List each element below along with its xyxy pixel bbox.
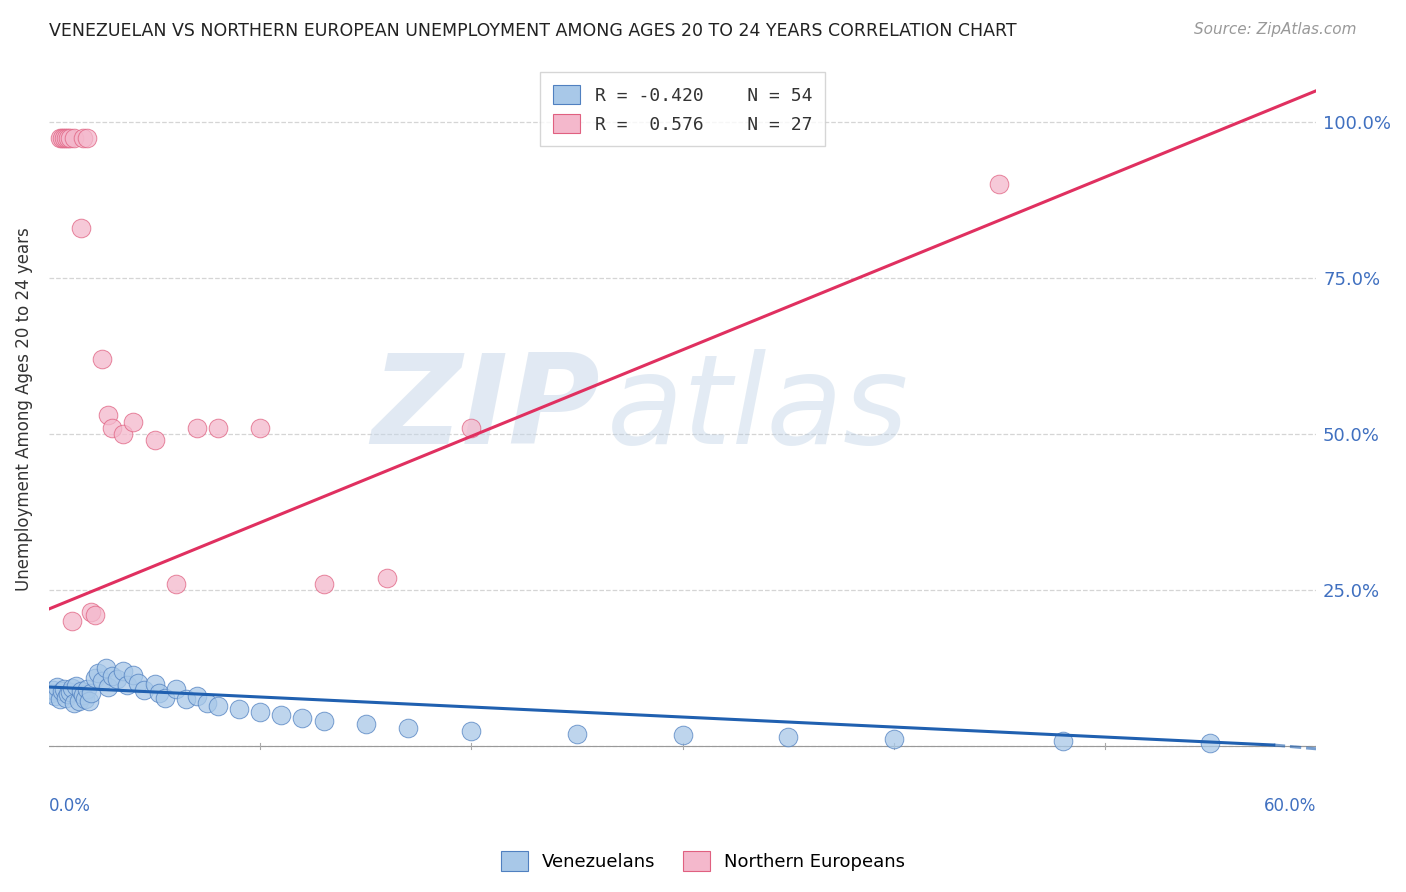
- Point: [122, 667, 145, 681]
- Point: [46, 680, 69, 694]
- Point: [291, 711, 314, 725]
- Point: [312, 577, 335, 591]
- Point: [80, 605, 103, 619]
- Point: [249, 421, 271, 435]
- Point: [148, 686, 170, 700]
- Point: [97, 680, 120, 694]
- Point: [90, 673, 112, 688]
- Point: [101, 421, 124, 435]
- Point: [460, 723, 482, 738]
- Point: [988, 178, 1011, 192]
- Point: [72, 688, 94, 702]
- Point: [86, 665, 108, 680]
- Point: [396, 721, 419, 735]
- Point: [153, 690, 176, 705]
- Point: [97, 409, 120, 423]
- Point: [84, 608, 107, 623]
- Text: atlas: atlas: [606, 349, 908, 470]
- Point: [165, 681, 187, 696]
- Point: [69, 221, 91, 235]
- Point: [76, 682, 98, 697]
- Text: VENEZUELAN VS NORTHERN EUROPEAN UNEMPLOYMENT AMONG AGES 20 TO 24 YEARS CORRELATI: VENEZUELAN VS NORTHERN EUROPEAN UNEMPLOY…: [49, 22, 1017, 40]
- Point: [249, 705, 271, 719]
- Point: [59, 130, 82, 145]
- Point: [42, 683, 65, 698]
- Text: 60.0%: 60.0%: [1264, 797, 1316, 815]
- Point: [52, 130, 75, 145]
- Point: [90, 352, 112, 367]
- Point: [60, 615, 83, 629]
- Point: [778, 730, 800, 744]
- Point: [56, 688, 79, 702]
- Point: [122, 415, 145, 429]
- Point: [55, 690, 77, 705]
- Point: [207, 421, 229, 435]
- Text: 0.0%: 0.0%: [49, 797, 91, 815]
- Point: [207, 698, 229, 713]
- Point: [72, 130, 94, 145]
- Point: [195, 696, 218, 710]
- Point: [101, 669, 124, 683]
- Point: [60, 681, 83, 696]
- Point: [84, 671, 107, 685]
- Point: [1199, 736, 1222, 750]
- Point: [44, 690, 66, 704]
- Legend: Venezuelans, Northern Europeans: Venezuelans, Northern Europeans: [494, 844, 912, 879]
- Point: [115, 678, 138, 692]
- Point: [52, 681, 75, 696]
- Point: [228, 702, 250, 716]
- Point: [143, 677, 166, 691]
- Point: [186, 421, 208, 435]
- Point: [127, 675, 149, 690]
- Point: [105, 672, 128, 686]
- Point: [63, 696, 86, 710]
- Point: [94, 661, 117, 675]
- Point: [111, 665, 134, 679]
- Legend: R = -0.420    N = 54, R =  0.576    N = 27: R = -0.420 N = 54, R = 0.576 N = 27: [540, 72, 825, 146]
- Point: [375, 571, 398, 585]
- Point: [565, 727, 588, 741]
- Point: [165, 577, 187, 591]
- Point: [56, 130, 79, 145]
- Point: [460, 421, 482, 435]
- Point: [1052, 734, 1074, 748]
- Point: [143, 434, 166, 448]
- Point: [186, 690, 208, 704]
- Point: [312, 714, 335, 729]
- Point: [51, 130, 73, 145]
- Point: [111, 427, 134, 442]
- Point: [55, 130, 77, 145]
- Text: ZIP: ZIP: [371, 349, 600, 470]
- Point: [39, 686, 62, 700]
- Point: [51, 684, 73, 698]
- Point: [76, 130, 98, 145]
- Point: [80, 686, 103, 700]
- Point: [48, 130, 70, 145]
- Point: [883, 731, 905, 746]
- Point: [270, 708, 292, 723]
- Point: [67, 694, 90, 708]
- Point: [132, 683, 155, 698]
- Point: [69, 684, 91, 698]
- Point: [63, 130, 86, 145]
- Point: [671, 728, 693, 742]
- Point: [354, 717, 377, 731]
- Point: [59, 685, 82, 699]
- Point: [77, 694, 100, 708]
- Text: Source: ZipAtlas.com: Source: ZipAtlas.com: [1194, 22, 1357, 37]
- Point: [73, 691, 96, 706]
- Point: [65, 679, 87, 693]
- Point: [174, 692, 197, 706]
- Y-axis label: Unemployment Among Ages 20 to 24 years: Unemployment Among Ages 20 to 24 years: [15, 227, 32, 591]
- Point: [48, 692, 70, 706]
